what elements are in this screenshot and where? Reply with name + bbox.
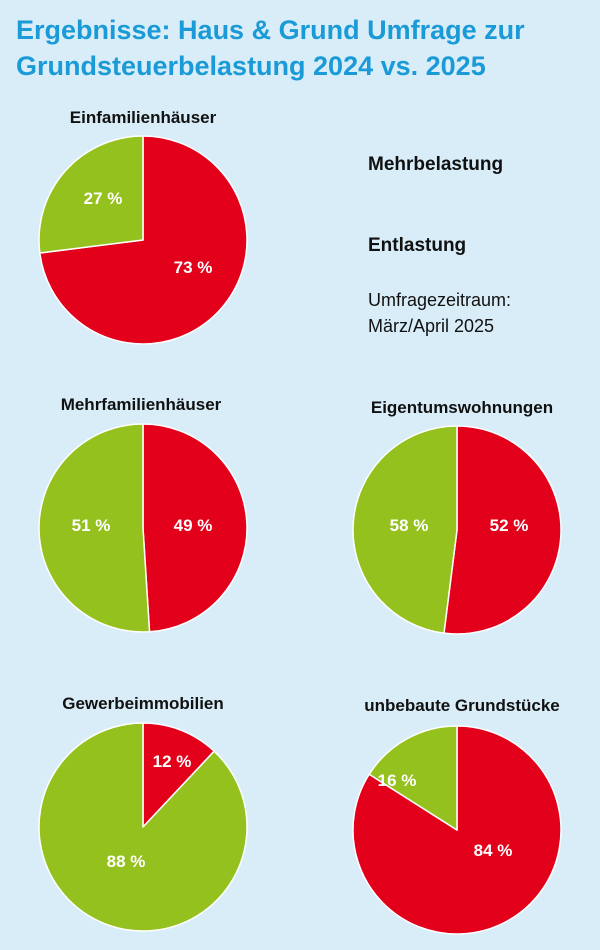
pie-slice-entlastung xyxy=(38,423,151,633)
pie-slice-mehrbelastung xyxy=(142,722,215,828)
pie-label-entlastung: 51 % xyxy=(72,516,111,535)
pie-label-mehrbelastung: 52 % xyxy=(490,516,529,535)
legend-relief-label: Entlastung xyxy=(368,235,467,256)
survey-period-value: März/April 2025 xyxy=(368,316,495,336)
pie-slice-entlastung xyxy=(352,425,458,634)
pie-label-mehrbelastung: 73 % xyxy=(174,258,213,277)
pie-label-mehrbelastung: 12 % xyxy=(153,752,192,771)
pie-slice-mehrbelastung xyxy=(142,423,248,633)
survey-period: Umfragezeitraum: März/April 2025 xyxy=(368,287,511,339)
pie-slice-mehrbelastung xyxy=(39,135,248,345)
pie-label-entlastung: 88 % xyxy=(107,852,146,871)
page-title: Ergebnisse: Haus & Grund Umfrage zur Gru… xyxy=(16,12,586,84)
pie-slice-entlastung xyxy=(368,725,458,831)
pie-label-mehrbelastung: 84 % xyxy=(474,841,513,860)
survey-period-label: Umfragezeitraum: xyxy=(368,290,512,310)
chart-title-einfamilienhaeuser: Einfamilienhäuser xyxy=(69,108,217,127)
pie-label-mehrbelastung: 49 % xyxy=(174,516,213,535)
page-title-line-1: Ergebnisse: Haus & Grund Umfrage zur xyxy=(16,15,525,45)
pie-slice-mehrbelastung xyxy=(352,725,562,935)
pie-label-entlastung: 16 % xyxy=(378,771,417,790)
legend-increase-label: Mehrbelastung xyxy=(368,154,504,175)
pie-slice-mehrbelastung xyxy=(443,425,562,635)
pie-slice-entlastung xyxy=(38,135,144,254)
pie-label-entlastung: 58 % xyxy=(390,516,429,535)
chart-title-unbebaute-grundstuecke: unbebaute Grundstücke xyxy=(364,696,560,715)
page-title-line-2: Grundsteuerbelastung 2024 vs. 2025 xyxy=(16,51,486,81)
chart-title-eigentumswohnungen: Eigentumswohnungen xyxy=(370,398,554,417)
pie-slice-entlastung xyxy=(38,722,248,932)
pie-label-entlastung: 27 % xyxy=(84,189,123,208)
chart-title-gewerbeimmobilien: Gewerbeimmobilien xyxy=(62,694,224,713)
chart-title-mehrfamilienhaeuser: Mehrfamilienhäuser xyxy=(60,395,222,414)
